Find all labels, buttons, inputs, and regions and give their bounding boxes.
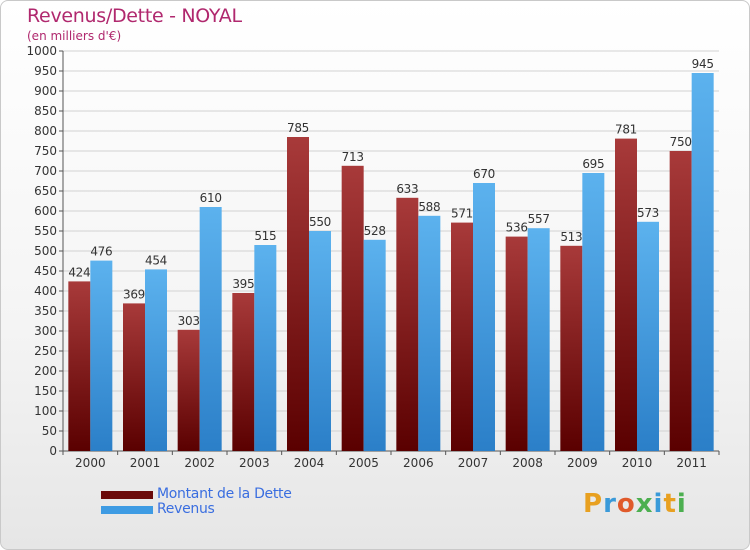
logo-letter: t [663, 489, 677, 519]
bar-revenus [691, 73, 714, 451]
y-tick-label: 0 [49, 444, 57, 458]
x-tick-label: 2004 [294, 456, 325, 470]
bar-dette [68, 281, 91, 451]
y-tick-label: 200 [34, 364, 57, 378]
bar-dette [451, 222, 473, 451]
data-label: 513 [560, 230, 582, 244]
bar-dette [560, 245, 583, 451]
y-tick-label: 700 [34, 164, 57, 178]
data-label: 713 [342, 150, 364, 164]
data-label: 610 [200, 191, 222, 205]
x-tick-label: 2005 [348, 456, 379, 470]
chart-title: Revenus/Dette - NOYAL [27, 5, 242, 27]
x-tick-label: 2010 [622, 456, 653, 470]
y-tick-label: 100 [34, 404, 57, 418]
x-tick-label: 2006 [403, 456, 434, 470]
y-tick-label: 650 [34, 184, 57, 198]
y-tick-label: 800 [34, 124, 57, 138]
data-label: 476 [90, 245, 112, 259]
bar-dette [615, 138, 637, 451]
bar-dette [396, 197, 419, 451]
chart-subtitle: (en milliers d'€) [27, 29, 122, 43]
legend-label-dette: Montant de la Dette [157, 486, 292, 502]
y-tick-label: 350 [34, 304, 57, 318]
data-label: 670 [473, 167, 495, 181]
bar-revenus [90, 260, 113, 451]
bar-revenus [473, 183, 495, 451]
y-tick-label: 550 [34, 224, 57, 238]
bar-revenus [637, 221, 659, 451]
data-label: 557 [528, 212, 550, 226]
data-label: 573 [637, 206, 659, 220]
data-label: 454 [145, 253, 167, 267]
bar-dette [232, 293, 255, 451]
logo-letter: o [616, 489, 636, 519]
y-tick-label: 150 [34, 384, 57, 398]
x-tick-label: 2002 [184, 456, 215, 470]
data-label: 369 [123, 287, 145, 301]
legend-swatch-revenus [101, 506, 153, 514]
bar-dette [177, 329, 200, 451]
y-tick-label: 750 [34, 144, 57, 158]
legend-swatch-dette [101, 491, 153, 499]
y-tick-label: 50 [42, 424, 57, 438]
y-tick-label: 1000 [26, 44, 57, 58]
y-tick-label: 250 [34, 344, 57, 358]
logo-letter: P [583, 489, 604, 519]
y-tick-label: 300 [34, 324, 57, 338]
proxiti-logo: Proxiti [583, 489, 687, 519]
y-tick-label: 900 [34, 84, 57, 98]
y-tick-label: 600 [34, 204, 57, 218]
bar-revenus [363, 239, 386, 451]
bar-dette [287, 137, 309, 451]
legend-label-revenus: Revenus [157, 501, 215, 517]
bar-revenus [145, 269, 167, 451]
data-label: 424 [68, 265, 90, 279]
data-label: 515 [254, 229, 276, 243]
x-tick-label: 2007 [458, 456, 489, 470]
y-tick-label: 450 [34, 264, 57, 278]
logo-letter: x [635, 489, 654, 519]
data-label: 695 [582, 157, 604, 171]
data-label: 303 [178, 314, 200, 328]
bar-revenus [254, 245, 277, 451]
data-label: 781 [615, 123, 637, 137]
y-tick-label: 850 [34, 104, 57, 118]
data-label: 528 [364, 224, 386, 238]
logo-letter: r [603, 489, 617, 519]
data-label: 536 [506, 221, 528, 235]
y-tick-label: 950 [34, 64, 57, 78]
bar-dette [505, 236, 528, 451]
bar-revenus [199, 207, 222, 451]
bar-revenus [582, 173, 605, 451]
x-tick-label: 2008 [512, 456, 543, 470]
data-label: 588 [418, 200, 440, 214]
data-label: 945 [692, 57, 714, 71]
data-label: 571 [451, 207, 473, 221]
y-tick-label: 400 [34, 284, 57, 298]
data-label: 550 [309, 215, 331, 229]
logo-letter: i [653, 489, 664, 519]
bar-dette [123, 303, 145, 451]
data-label: 750 [670, 135, 692, 149]
bar-dette [341, 165, 364, 452]
y-tick-label: 500 [34, 244, 57, 258]
data-label: 395 [232, 277, 254, 291]
x-tick-label: 2009 [567, 456, 598, 470]
bar-revenus [527, 228, 550, 451]
bar-revenus [309, 231, 331, 451]
logo-letter: i [676, 489, 687, 519]
x-tick-label: 2000 [75, 456, 106, 470]
bar-revenus [418, 215, 441, 451]
bar-dette [669, 151, 692, 451]
data-label: 785 [287, 121, 309, 135]
x-tick-label: 2011 [676, 456, 707, 470]
x-tick-label: 2003 [239, 456, 270, 470]
x-tick-label: 2001 [130, 456, 161, 470]
data-label: 633 [396, 182, 418, 196]
